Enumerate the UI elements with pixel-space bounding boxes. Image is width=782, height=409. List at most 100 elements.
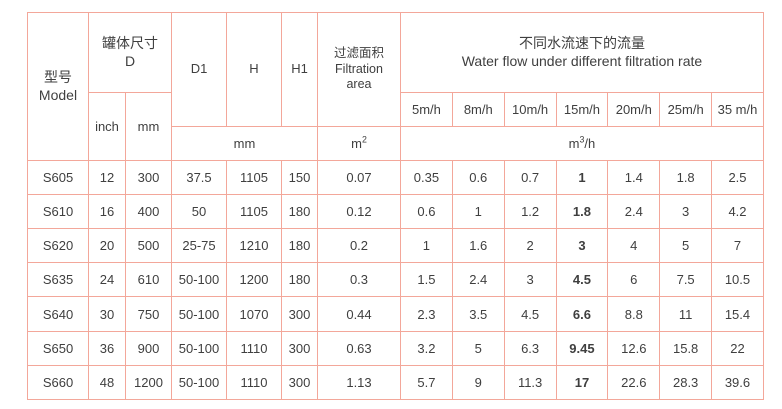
- cell-flow-8: 1.6: [451, 228, 505, 264]
- cell-flow-25: 7.5: [659, 262, 713, 298]
- cell-flow-10: 6.3: [503, 330, 557, 366]
- cell-flow-15: 6.6: [555, 296, 609, 332]
- header-model: 型号 Model: [27, 12, 89, 161]
- header-model-en: Model: [38, 87, 78, 104]
- cell-inch: 24: [88, 262, 126, 298]
- cell-flow-5: 2.3: [400, 296, 453, 332]
- cell-inch: 16: [88, 194, 126, 230]
- cell-flow-5: 0.35: [400, 159, 453, 196]
- cell-d1: 25-75: [171, 228, 227, 264]
- cell-model: S640: [27, 296, 89, 332]
- cell-flow-10: 0.7: [503, 159, 557, 196]
- cell-h: 1210: [226, 228, 282, 264]
- header-unit-flow: m3/h: [400, 125, 764, 161]
- cell-model: S610: [27, 194, 89, 230]
- cell-flow-25: 5: [659, 228, 713, 264]
- cell-flow-20: 8.8: [607, 296, 661, 332]
- cell-flow-35: 39.6: [711, 364, 764, 401]
- header-rate-35: 35 m/h: [711, 91, 764, 127]
- cell-flow-10: 4.5: [503, 296, 557, 332]
- cell-flow-8: 0.6: [451, 159, 505, 196]
- cell-d1: 50-100: [171, 262, 227, 298]
- header-h1: H1: [281, 12, 318, 127]
- header-tank-size-cn: 罐体尺寸: [102, 35, 158, 52]
- cell-flow-10: 11.3: [503, 364, 557, 401]
- header-unit-flow-tail: /h: [584, 135, 596, 151]
- table-row: S635 24 610 50-100 1200 180 0.3 1.5 2.4 …: [27, 262, 764, 298]
- cell-h1: 180: [281, 262, 318, 298]
- cell-area: 0.12: [317, 194, 401, 230]
- cell-d1: 50-100: [171, 330, 227, 366]
- cell-flow-35: 4.2: [711, 194, 764, 230]
- cell-flow-5: 0.6: [400, 194, 453, 230]
- header-tank-size-d: D: [124, 53, 136, 70]
- cell-flow-35: 15.4: [711, 296, 764, 332]
- header-filtration-area-en2: area: [346, 77, 372, 92]
- table-row: S605 12 300 37.5 1105 150 0.07 0.35 0.6 …: [27, 159, 764, 196]
- cell-area: 0.2: [317, 228, 401, 264]
- specification-table-container: 型号 Model 罐体尺寸 D D1 H H1 过滤面积 Filtration …: [27, 12, 764, 401]
- cell-inch: 20: [88, 228, 126, 264]
- cell-mm: 500: [125, 228, 172, 264]
- header-row-titles: 型号 Model 罐体尺寸 D D1 H H1 过滤面积 Filtration …: [27, 12, 764, 161]
- header-unit-flow-base: m: [568, 135, 580, 151]
- cell-mm: 750: [125, 296, 172, 332]
- cell-flow-8: 1: [451, 194, 505, 230]
- header-unit-area-base: m: [351, 135, 362, 151]
- header-tank-size: 罐体尺寸 D: [88, 12, 172, 93]
- cell-h: 1105: [226, 159, 282, 196]
- cell-model: S650: [27, 330, 89, 366]
- cell-flow-15: 3: [555, 228, 609, 264]
- cell-flow-8: 3.5: [451, 296, 505, 332]
- cell-mm: 610: [125, 262, 172, 298]
- header-d1: D1: [171, 12, 227, 127]
- cell-mm: 400: [125, 194, 172, 230]
- cell-flow-25: 11: [659, 296, 713, 332]
- cell-h1: 180: [281, 228, 318, 264]
- header-rate-15: 15m/h: [555, 91, 609, 127]
- header-rate-25: 25m/h: [659, 91, 713, 127]
- cell-flow-15: 17: [555, 364, 609, 401]
- cell-h1: 300: [281, 364, 318, 401]
- cell-model: S635: [27, 262, 89, 298]
- cell-h1: 180: [281, 194, 318, 230]
- header-unit-flow-sup: 3: [579, 134, 585, 145]
- cell-h: 1110: [226, 330, 282, 366]
- cell-flow-20: 12.6: [607, 330, 661, 366]
- cell-flow-5: 5.7: [400, 364, 453, 401]
- cell-d1: 37.5: [171, 159, 227, 196]
- cell-flow-8: 2.4: [451, 262, 505, 298]
- header-filtration-area: 过滤面积 Filtration area: [317, 12, 401, 127]
- header-unit-mm-d: mm: [125, 91, 172, 161]
- cell-h1: 300: [281, 296, 318, 332]
- cell-flow-20: 22.6: [607, 364, 661, 401]
- header-water-flow-cn: 不同水流速下的流量: [518, 35, 645, 52]
- cell-flow-15: 1: [555, 159, 609, 196]
- cell-d1: 50-100: [171, 364, 227, 401]
- cell-model: S605: [27, 159, 89, 196]
- cell-h: 1070: [226, 296, 282, 332]
- specification-table: 型号 Model 罐体尺寸 D D1 H H1 过滤面积 Filtration …: [27, 12, 764, 401]
- cell-d1: 50: [171, 194, 227, 230]
- header-row-units: m m m2 m3/h: [28, 125, 764, 161]
- cell-inch: 30: [88, 296, 126, 332]
- header-rate-20: 20m/h: [607, 91, 661, 127]
- header-rate-8: 8m/h: [451, 91, 505, 127]
- cell-flow-10: 3: [503, 262, 557, 298]
- header-water-flow: 不同水流速下的流量 Water flow under different fil…: [400, 12, 764, 93]
- cell-flow-15: 9.45: [555, 330, 609, 366]
- header-unit-area: m2: [317, 125, 401, 161]
- cell-h: 1200: [226, 262, 282, 298]
- header-water-flow-en: Water flow under different filtration ra…: [461, 53, 703, 70]
- table-row: S620 20 500 25-75 1210 180 0.2 1 1.6 2 3…: [27, 228, 764, 264]
- cell-flow-20: 1.4: [607, 159, 661, 196]
- cell-flow-25: 3: [659, 194, 713, 230]
- table-row: S660 48 1200 50-100 1110 300 1.13 5.7 9 …: [27, 364, 764, 401]
- cell-flow-5: 3.2: [400, 330, 453, 366]
- cell-flow-8: 5: [451, 330, 505, 366]
- cell-area: 1.13: [317, 364, 401, 401]
- cell-h: 1105: [226, 194, 282, 230]
- cell-flow-35: 22: [711, 330, 764, 366]
- table-row: S610 16 400 50 1105 180 0.12 0.6 1 1.2 1…: [27, 194, 764, 230]
- cell-flow-10: 1.2: [503, 194, 557, 230]
